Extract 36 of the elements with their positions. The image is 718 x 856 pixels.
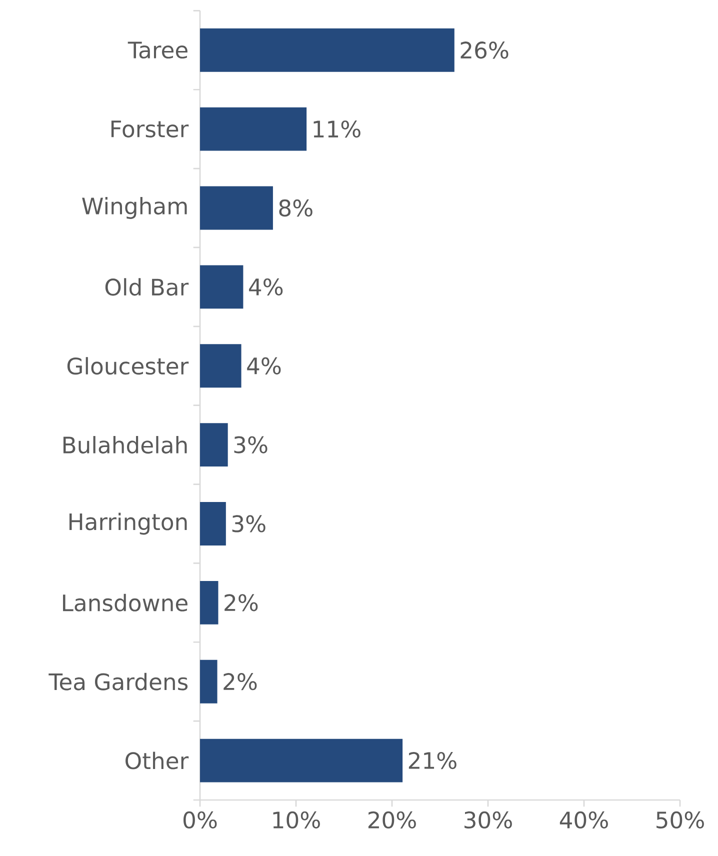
data-label: 4% [247,357,281,374]
data-label: 11% [314,120,360,138]
bar [200,502,226,546]
bar [200,344,242,388]
y-tick-label: Lansdowne [63,594,188,612]
data-label: 4% [249,278,283,296]
y-tick-label: Taree [128,42,188,59]
bar [200,186,273,230]
data-label: 2% [224,673,257,690]
data-label: 21% [408,752,456,770]
y-tick-label: Harrington [69,512,187,535]
bar [200,28,454,72]
data-label: 2% [224,594,258,612]
x-tick-label: 30% [464,811,512,829]
data-label: 3% [232,515,266,532]
x-tick-label: 50% [656,811,704,829]
x-tick-label: 40% [560,811,608,829]
y-tick-label: Wingham [82,197,187,219]
y-tick-label: Forster [111,120,189,138]
x-tick-label: 10% [273,811,320,829]
x-tick-label: 0% [184,811,217,829]
y-tick-label: Bulahdelah [63,436,187,454]
data-label: 8% [279,199,312,217]
y-tick-label: Old Bar [105,278,189,296]
data-label: 3% [234,436,268,454]
bar [200,580,218,624]
x-tick-label: 20% [368,811,416,829]
bar [200,107,307,151]
y-tick-label: Tea Gardens [48,672,188,690]
bar [200,423,228,467]
data-label: 26% [460,42,508,59]
bar [200,738,403,782]
bar [200,660,218,704]
y-tick-label: Gloucester [67,357,189,375]
y-tick-label: Other [126,752,189,770]
bar [200,265,244,309]
